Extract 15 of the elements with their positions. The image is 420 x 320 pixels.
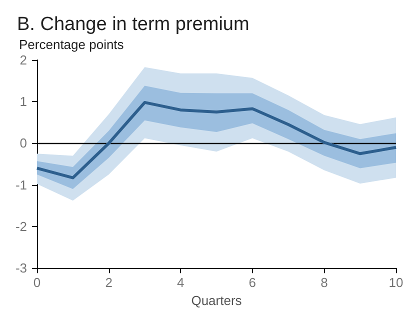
y-tick-label: 0 (20, 136, 27, 151)
y-tick-label: -2 (15, 218, 27, 234)
chart-title: B. Change in term premium (17, 14, 250, 35)
y-axis-title: Percentage points (19, 37, 124, 52)
x-axis-title: Quarters (191, 293, 242, 308)
y-tick-label: 2 (20, 52, 27, 68)
x-tick-label: 4 (176, 275, 184, 290)
y-tick-label: -3 (15, 260, 27, 276)
y-tick-label: -1 (15, 177, 27, 192)
x-tick-label: 10 (388, 275, 404, 290)
x-tick-label: 2 (105, 275, 112, 290)
x-tick-label: 0 (33, 275, 41, 290)
y-tick-label: 1 (20, 94, 27, 110)
x-tick-label: 8 (320, 275, 328, 290)
x-tick-label: 6 (248, 275, 256, 290)
